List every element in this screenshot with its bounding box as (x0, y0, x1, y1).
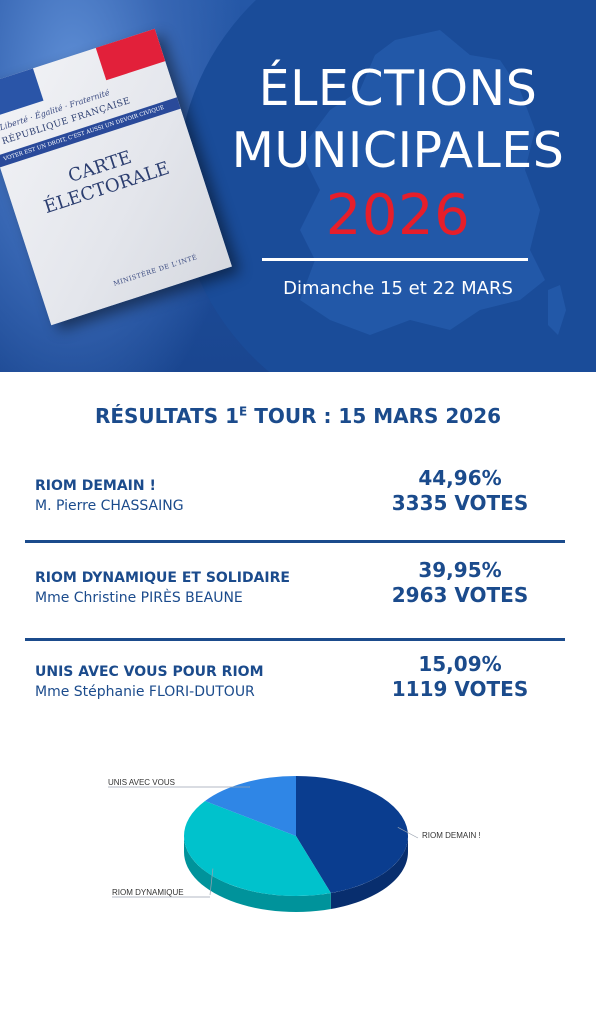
pie-slice-side (184, 836, 331, 912)
list-percent: 39,95% (418, 558, 502, 582)
list-votes: 2963 VOTES (391, 583, 529, 607)
list-head: M. Pierre CHASSAING (35, 498, 184, 514)
results-title: RÉSULTATS 1E TOUR : 15 MARS 2026 (0, 404, 596, 428)
list-head: Mme Christine PIRÈS BEAUNE (35, 590, 243, 606)
results-title-prefix: RÉSULTATS 1 (94, 404, 240, 428)
results-pie-chart: RIOM DEMAIN ! RIOM DYNAMIQUE UNIS AVEC VOU… (108, 776, 481, 912)
pie-slice-label: RIOM DYNAMIQUE (112, 888, 184, 897)
list-name: RIOM DYNAMIQUE ET SOLIDAIRE (35, 570, 290, 586)
title-municipales: MUNICIPALES (231, 122, 565, 179)
row-divider (25, 638, 565, 641)
title-elections: ÉLECTIONS (258, 60, 538, 117)
pie-leader-line (397, 826, 419, 839)
pie-slice-label: UNIS AVEC VOUS (108, 778, 175, 787)
list-name: UNIS AVEC VOUS POUR RIOM (35, 664, 264, 680)
list-head: Mme Stéphanie FLORI-DUTOUR (35, 684, 255, 700)
list-votes: 1119 VOTES (391, 677, 529, 701)
pie-slice-label: RIOM DEMAIN ! (422, 831, 481, 840)
pie-slice-side (330, 836, 408, 910)
results-title-sup: E (239, 404, 248, 419)
list-percent: 15,09% (418, 652, 502, 676)
list-item: RIOM DYNAMIQUE ET SOLIDAIRE Mme Christin… (25, 558, 565, 640)
list-votes: 3335 VOTES (391, 491, 529, 515)
list-item: RIOM DEMAIN ! M. Pierre CHASSAING 44,96%… (25, 466, 565, 548)
list-item: UNIS AVEC VOUS POUR RIOM Mme Stéphanie F… (25, 652, 565, 734)
pie-slice (205, 776, 296, 836)
title-year: 2026 (325, 183, 471, 248)
results-title-suffix: TOUR : 15 MARS 2026 (247, 404, 502, 428)
header-banner: Liberté · Égalité · Fraternité RÉPUBLIQU… (0, 0, 596, 372)
election-dates: Dimanche 15 et 22 MARS (283, 278, 513, 299)
list-name: RIOM DEMAIN ! (35, 478, 156, 494)
pie-slice (183, 801, 331, 897)
list-percent: 44,96% (418, 466, 502, 490)
row-divider (25, 540, 565, 543)
title-divider (262, 258, 528, 261)
pie-leader-line (209, 868, 214, 896)
pie-slice (296, 776, 409, 894)
